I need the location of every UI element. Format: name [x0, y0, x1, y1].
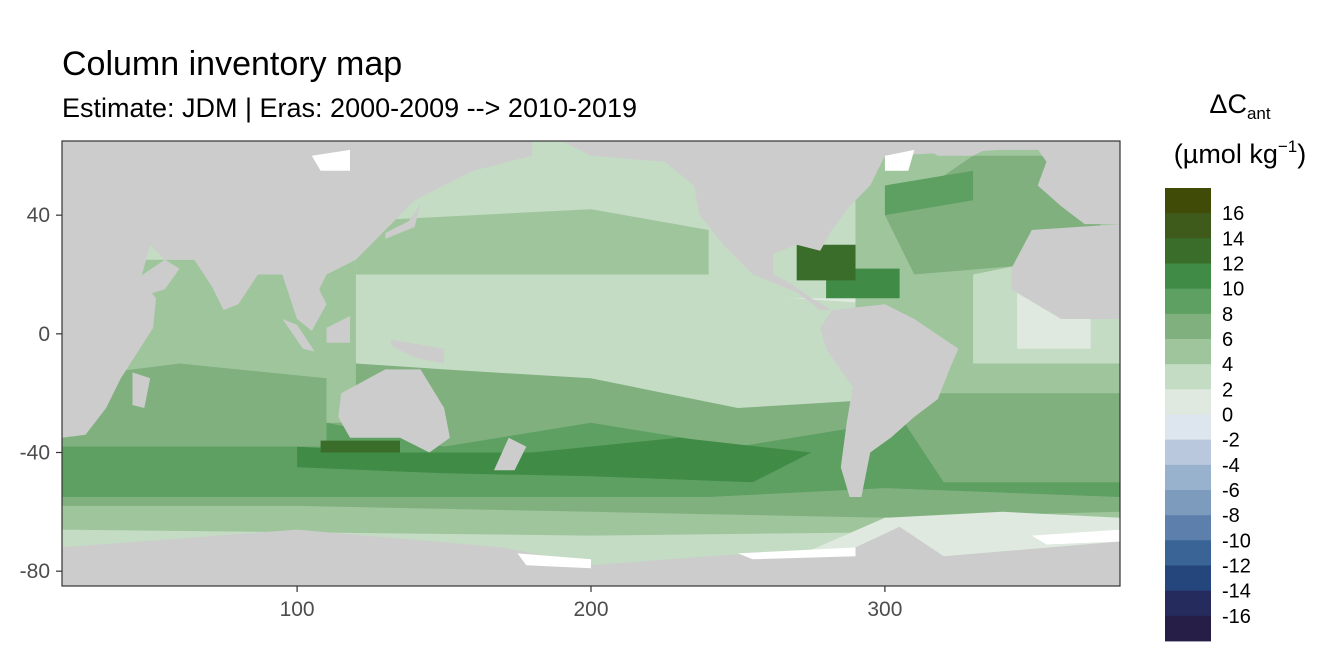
legend: ΔCant (µmol kg−1) 16 14 12 10 8 6 4 2 0 -2 -4 -6 -8 -… [1165, 89, 1306, 642]
legend-key [1165, 490, 1211, 516]
value-region [62, 363, 327, 447]
legend-label: 6 [1222, 329, 1233, 351]
legend-keys: 16 14 12 10 8 6 4 2 0 -2 -4 -6 -8 -10 -12 -14 -16 [1165, 188, 1251, 642]
land-new-guinea [391, 339, 445, 364]
legend-key [1165, 590, 1211, 617]
legend-key [1165, 288, 1211, 315]
legend-key [1165, 389, 1211, 415]
legend-label: -8 [1222, 505, 1240, 527]
legend-label: 14 [1222, 228, 1244, 250]
land-borneo [326, 316, 350, 343]
legend-key [1165, 540, 1211, 566]
value-region [62, 452, 298, 497]
legend-label: -6 [1222, 480, 1240, 502]
legend-label: -12 [1222, 556, 1251, 578]
value-region [444, 289, 885, 364]
legend-key [1165, 313, 1211, 340]
legend-label: 12 [1222, 254, 1244, 276]
legend-label: -14 [1222, 581, 1251, 603]
legend-title-main: ΔC [1209, 89, 1247, 119]
land-europe [1031, 141, 1120, 225]
land-new-zealand [494, 437, 527, 471]
land-south-america [820, 304, 959, 497]
y-tick-label: -40 [20, 442, 50, 465]
legend-unit-main: (µmol kg [1174, 139, 1278, 169]
legend-label: -16 [1222, 606, 1251, 628]
land-madagascar [132, 372, 151, 408]
legend-title-sub: ant [1247, 104, 1271, 123]
legend-label: -4 [1222, 455, 1240, 477]
legend-key [1165, 439, 1211, 466]
value-region [884, 170, 974, 216]
legend-label: -10 [1222, 530, 1251, 552]
legend-title: ΔCant [1209, 89, 1270, 123]
value-region [320, 440, 400, 453]
land-indochina [282, 274, 327, 331]
legend-label: 8 [1222, 304, 1233, 326]
land-india [203, 268, 262, 311]
land-arabia [120, 259, 180, 299]
legend-key [1165, 213, 1211, 239]
legend-key [1165, 263, 1211, 290]
legend-label: -2 [1222, 430, 1240, 452]
legend-key [1165, 464, 1211, 491]
no-data-region [884, 149, 915, 171]
land-greenland [914, 141, 1003, 156]
legend-label: 4 [1222, 354, 1233, 376]
x-tick-label: 200 [573, 598, 608, 621]
legend-key [1165, 615, 1211, 642]
land-west-africa [1011, 224, 1120, 319]
legend-label: 2 [1222, 379, 1233, 401]
y-tick-label: 40 [27, 204, 50, 227]
x-tick-label: 100 [280, 598, 315, 621]
legend-unit-end: ) [1297, 139, 1306, 169]
land-eurasia [62, 141, 533, 319]
value-region [796, 244, 856, 281]
no-data-region [517, 553, 591, 569]
x-tick-label: 300 [867, 598, 902, 621]
legend-label: 16 [1222, 203, 1244, 225]
land-antarctica [62, 526, 1120, 586]
legend-label: 10 [1222, 279, 1244, 301]
no-data-region [311, 149, 350, 171]
value-region [884, 393, 1120, 483]
legend-key [1165, 565, 1211, 592]
no-data-region [1031, 529, 1120, 545]
value-region [297, 437, 812, 483]
value-region [355, 209, 709, 275]
y-tick-label: 0 [38, 323, 50, 346]
land-north-america [561, 141, 1120, 311]
land-japan [385, 203, 421, 239]
legend-unit: (µmol kg−1) [1174, 137, 1306, 169]
legend-unit-sup: −1 [1278, 137, 1297, 156]
land-sumatra [282, 319, 315, 352]
legend-label: 0 [1222, 405, 1233, 427]
no-data-region [737, 547, 856, 560]
legend-key [1165, 188, 1211, 214]
legend-key [1165, 339, 1211, 365]
land-australia [338, 369, 450, 453]
legend-key [1165, 515, 1211, 541]
legend-key [1165, 414, 1211, 441]
chart-subtitle: Estimate: JDM | Eras: 2000-2009 --> 2010… [62, 93, 637, 123]
legend-key [1165, 238, 1211, 264]
y-tick-label: -80 [20, 560, 50, 583]
legend-key [1165, 364, 1211, 390]
map-panel [61, 140, 1121, 587]
chart-title: Column inventory map [62, 45, 402, 83]
